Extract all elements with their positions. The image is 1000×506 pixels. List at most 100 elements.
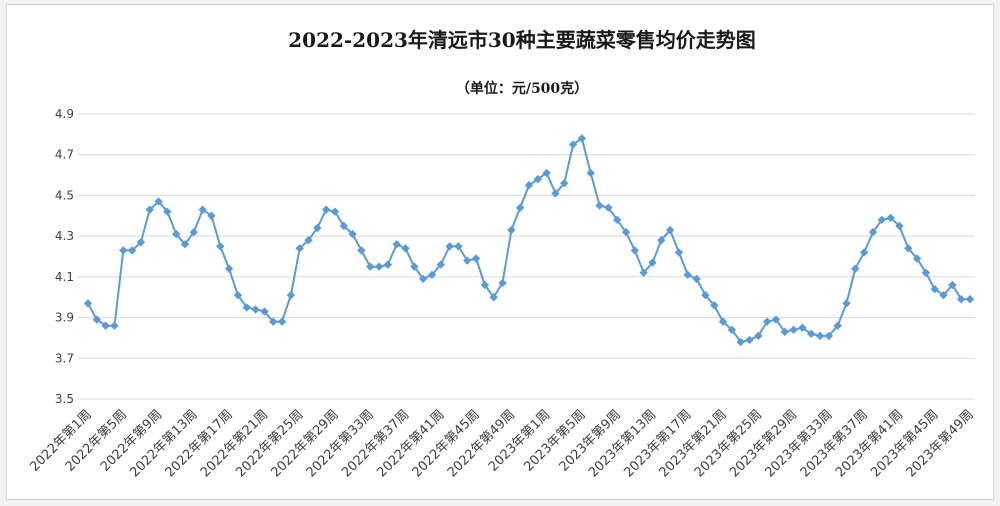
data-point: [824, 331, 834, 341]
data-point: [754, 331, 763, 341]
data-point: [383, 260, 393, 269]
data-point: [83, 299, 93, 308]
y-tick-label: 3.9: [55, 311, 74, 325]
data-point: [101, 321, 110, 330]
data-point: [771, 315, 781, 324]
data-point: [648, 258, 657, 267]
data-point: [471, 254, 481, 263]
data-point: [207, 211, 216, 220]
chart-subtitle: （单位：元/500克）: [456, 80, 588, 97]
data-point: [912, 254, 922, 263]
data-point: [92, 315, 102, 324]
data-point: [172, 229, 181, 239]
data-point: [586, 168, 595, 178]
data-point: [551, 189, 560, 198]
gridlines: [78, 113, 975, 400]
data-point: [427, 270, 437, 280]
data-point: [498, 278, 507, 288]
data-point: [198, 205, 207, 214]
data-point: [930, 284, 939, 294]
chart-frame: [6, 4, 994, 500]
data-point: [657, 236, 666, 245]
data-point: [886, 213, 895, 223]
data-point: [577, 134, 587, 143]
y-axis-ticks: 3.5 3.7 3.9 4.1 4.3 4.5 4.7 4.9: [55, 107, 74, 406]
data-point: [965, 295, 975, 304]
data-point: [180, 240, 190, 249]
data-point: [418, 274, 428, 284]
data-point: [242, 303, 251, 312]
data-point: [260, 307, 269, 316]
data-point: [727, 325, 737, 334]
data-point: [692, 274, 701, 284]
data-point: [357, 246, 366, 255]
data-point: [330, 207, 340, 216]
data-point: [304, 236, 313, 245]
data-point: [286, 290, 296, 300]
data-point: [780, 327, 789, 337]
data-point: [145, 205, 154, 214]
data-point: [515, 203, 525, 212]
data-point: [524, 181, 534, 190]
y-tick-label: 3.7: [55, 351, 74, 365]
chart-title: 2022-2023年清远市30种主要蔬菜零售均价走势图: [288, 28, 755, 52]
data-point: [216, 242, 225, 251]
data-point: [798, 323, 807, 332]
data-point: [136, 238, 146, 247]
data-point: [639, 268, 648, 277]
data-point: [595, 201, 604, 210]
data-point: [851, 264, 860, 273]
data-point: [833, 321, 842, 330]
data-point: [904, 244, 913, 253]
data-point: [701, 290, 710, 300]
y-tick-label: 4.1: [55, 270, 74, 284]
data-point: [269, 317, 278, 326]
data-point: [859, 248, 869, 257]
data-point: [745, 335, 754, 345]
data-point: [445, 242, 454, 251]
data-point: [163, 207, 172, 216]
data-point: [392, 240, 401, 249]
data-point: [613, 215, 622, 225]
data-point: [921, 268, 931, 277]
data-point: [895, 221, 904, 231]
data-point: [948, 280, 957, 290]
data-point: [842, 299, 851, 308]
data-point: [233, 290, 243, 300]
y-tick-label: 4.3: [55, 229, 74, 243]
data-point: [251, 305, 260, 314]
data-point: [815, 331, 825, 341]
data-point: [604, 203, 613, 212]
data-point: [401, 244, 410, 253]
data-point: [762, 317, 772, 326]
y-tick-label: 4.7: [55, 148, 74, 162]
data-point: [410, 262, 419, 271]
data-point: [674, 248, 684, 257]
data-point: [956, 295, 966, 304]
data-point: [436, 260, 445, 269]
data-point: [454, 242, 463, 251]
data-point: [507, 225, 516, 235]
y-tick-label: 4.5: [55, 188, 74, 202]
data-point: [127, 246, 137, 255]
data-point: [189, 227, 199, 237]
data-point: [877, 215, 886, 225]
data-point: [339, 221, 348, 231]
data-point: [480, 280, 490, 290]
data-point: [154, 197, 163, 206]
data-point: [224, 264, 234, 273]
data-point: [463, 256, 472, 265]
data-point: [807, 329, 816, 339]
data-point: [277, 317, 287, 326]
y-tick-label: 3.5: [55, 392, 74, 406]
data-point: [110, 321, 119, 330]
series-line: [87, 137, 970, 343]
data-point: [321, 205, 331, 214]
data-point: [295, 244, 304, 253]
data-point: [683, 270, 692, 280]
data-point: [789, 325, 798, 334]
data-point: [533, 174, 543, 184]
data-point: [313, 223, 322, 233]
data-point: [665, 225, 675, 235]
